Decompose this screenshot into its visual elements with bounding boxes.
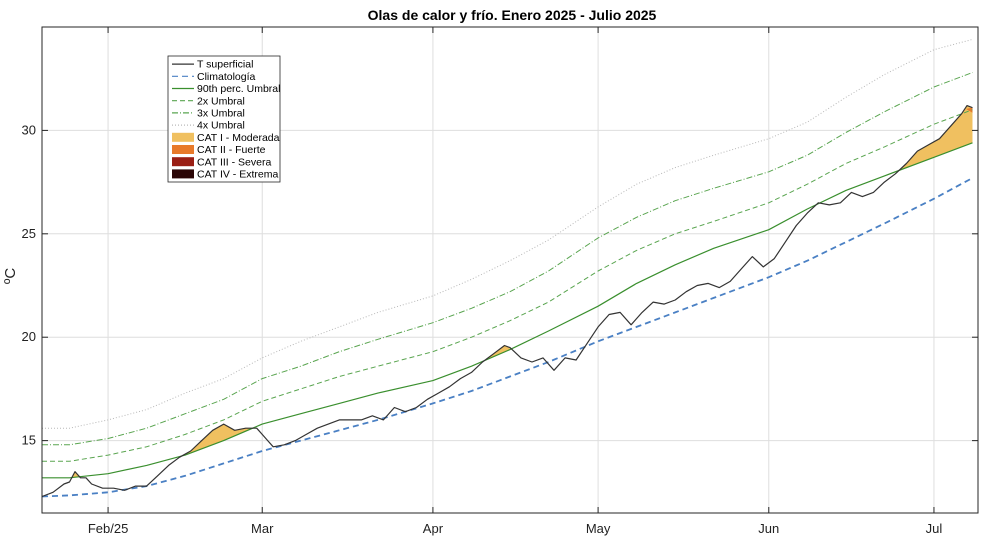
legend-label: CAT IV - Extrema (197, 169, 278, 181)
t-superficial-line (41, 105, 973, 498)
2x-umbral-line (42, 109, 973, 462)
legend-swatch (172, 145, 194, 154)
x-tick-label: Apr (423, 521, 444, 536)
y-tick-label: 30 (22, 122, 36, 137)
plot-frame (41, 26, 979, 514)
legend-label: CAT II - Fuerte (197, 144, 266, 156)
90th-perc-umbral-line (42, 142, 973, 479)
x-tick-label: Jul (926, 521, 943, 536)
chart-title: Olas de calor y frío. Enero 2025 - Julio… (368, 7, 657, 23)
x-tick-label: Feb/25 (88, 521, 128, 536)
cat-i-moderada-fill (72, 471, 80, 478)
legend-label: CAT I - Moderada (197, 132, 280, 144)
cat-ii-fuerte-fill (965, 107, 973, 113)
legend-box (167, 55, 281, 183)
heatwave-fills (72, 105, 973, 478)
legend-label: T superficial (197, 59, 253, 71)
legend-label: 4x Umbral (197, 120, 245, 132)
x-tick-label: Jun (758, 521, 779, 536)
x-tick-label: Mar (251, 521, 274, 536)
legend-label: 90th perc. Umbral (197, 83, 280, 95)
y-tick-label: 20 (22, 329, 36, 344)
climatolog-a-line (41, 177, 973, 498)
y-tick-label: 15 (22, 433, 36, 448)
legend-label: 3x Umbral (197, 108, 245, 120)
legend-label: 2x Umbral (197, 95, 245, 107)
x-tick-label: May (586, 521, 611, 536)
y-tick-label: 25 (22, 226, 36, 241)
legend-label: Climatología (197, 71, 256, 83)
cat-i-moderada-fill (899, 105, 973, 171)
cat-i-moderada-fill (182, 424, 252, 456)
legend-swatch (172, 169, 194, 179)
series-lines (41, 38, 973, 498)
3x-umbral-line (42, 72, 973, 446)
legend-swatch (172, 132, 194, 142)
axis-ticks: 15 20 25 30 Feb/25 Mar Apr May Jun Jul (22, 27, 978, 536)
legend-swatch (172, 157, 194, 167)
4x-umbral-line (42, 38, 973, 429)
cat-i-moderada-fill (485, 345, 512, 361)
legend-label: CAT III - Severa (197, 156, 271, 168)
y-axis-label: ºC (2, 268, 19, 284)
